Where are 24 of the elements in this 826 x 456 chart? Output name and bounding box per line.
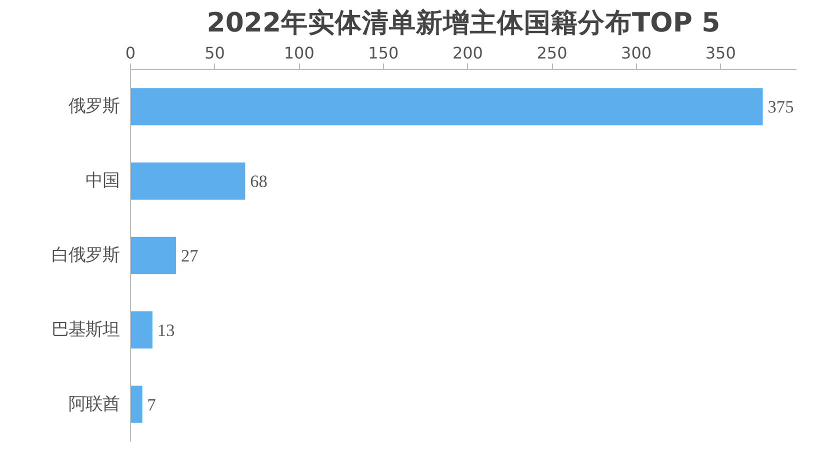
data-label: 13: [157, 320, 175, 340]
y-tick-label: 巴基斯坦: [52, 320, 120, 340]
y-tick-label: 白俄罗斯: [52, 246, 120, 266]
bar: [130, 162, 246, 200]
x-tick-label: 150: [368, 44, 399, 62]
x-tick-label: 300: [621, 44, 652, 62]
x-tick-label: 50: [204, 44, 225, 62]
y-tick-label: 俄罗斯: [68, 96, 120, 117]
data-label: 68: [250, 172, 268, 192]
x-tick-label: 250: [536, 44, 568, 62]
y-tick-label: 阿联酋: [68, 394, 120, 414]
data-label: 27: [181, 246, 199, 266]
chart-title: 2022年实体清单新增主体国籍分布TOP 5: [206, 8, 720, 38]
y-tick-label: 中国: [86, 171, 120, 192]
x-tick-label: 200: [452, 44, 483, 62]
data-label: 7: [147, 395, 156, 414]
x-tick-label: 0: [125, 44, 136, 62]
data-label: 375: [768, 98, 794, 117]
bar: [130, 311, 152, 348]
bar: [130, 88, 763, 126]
x-tick-label: 350: [705, 44, 736, 62]
x-tick-label: 100: [284, 44, 314, 62]
bar: [130, 236, 176, 274]
bar: [130, 386, 142, 423]
